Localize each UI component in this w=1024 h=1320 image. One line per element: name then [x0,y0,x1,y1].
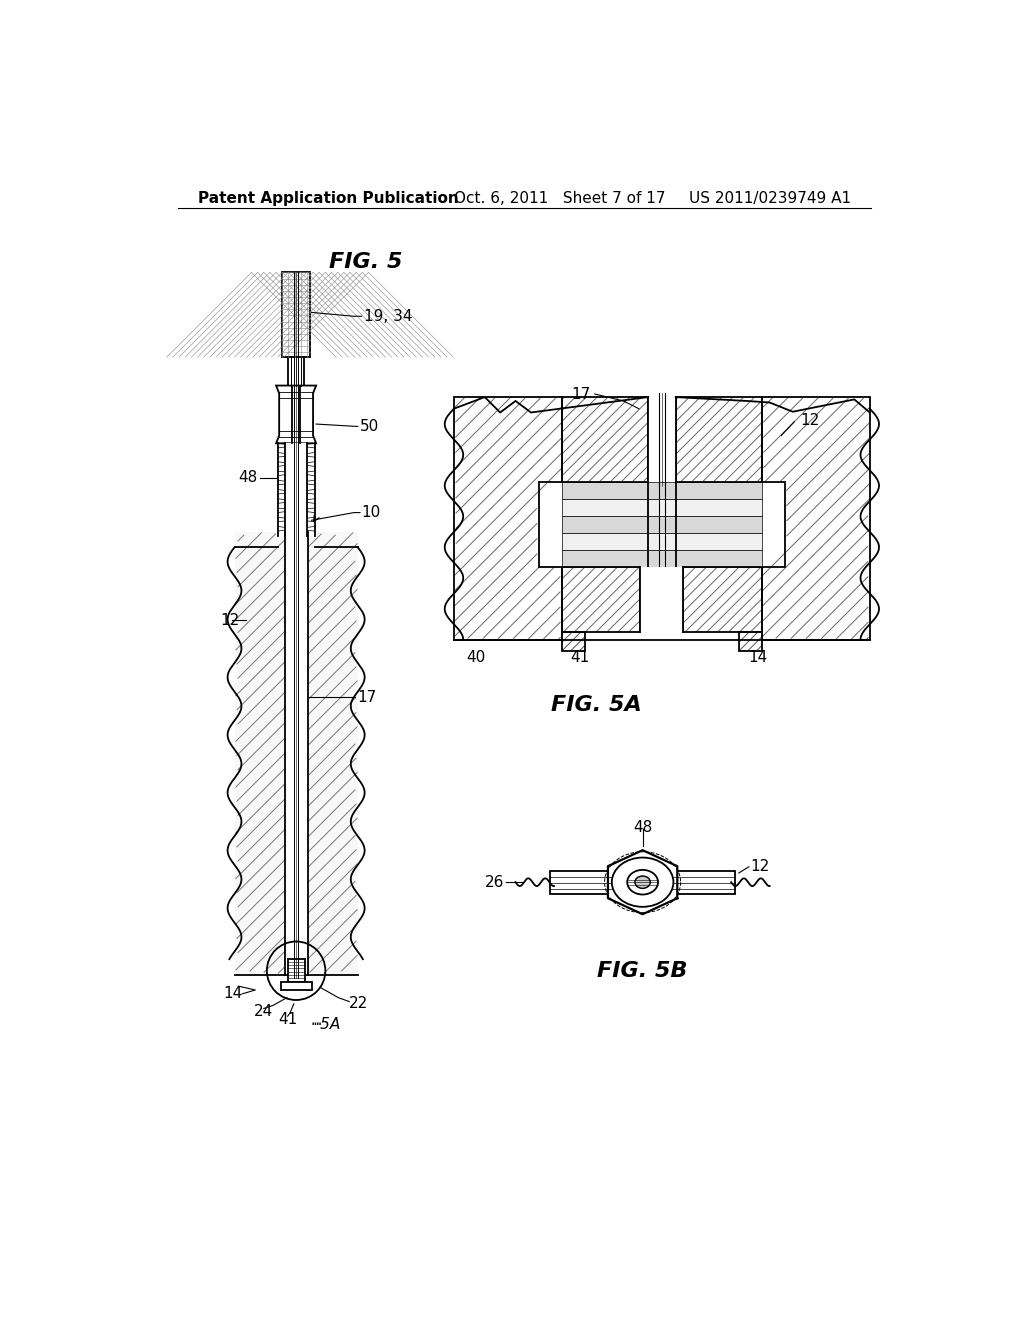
Text: 24: 24 [254,1005,273,1019]
Bar [283,272,310,358]
Polygon shape [608,850,677,915]
Bar [648,397,676,482]
Text: 22: 22 [349,997,369,1011]
Bar [562,516,762,533]
Bar [562,482,762,499]
Text: 12: 12 [751,859,770,874]
Bar [550,871,735,894]
Text: 41: 41 [570,649,590,665]
Ellipse shape [635,876,650,888]
Text: 40: 40 [466,649,485,665]
Text: 10: 10 [361,506,381,520]
Text: 50: 50 [360,418,379,434]
Text: 19, 34: 19, 34 [364,309,413,323]
Text: US 2011/0239749 A1: US 2011/0239749 A1 [689,191,851,206]
Text: 48: 48 [239,470,258,486]
Ellipse shape [611,858,674,907]
Text: 14: 14 [749,649,768,665]
Bar [234,532,357,974]
Bar [562,533,762,549]
Bar [285,532,307,974]
Bar [289,358,304,385]
Text: 12: 12 [220,612,240,628]
Text: 17: 17 [571,387,591,401]
Text: 48: 48 [633,820,652,834]
Text: 41: 41 [278,1011,297,1027]
Text: ┉5A: ┉5A [311,1018,341,1032]
Bar [562,499,762,516]
Ellipse shape [628,870,658,895]
Text: FIG. 5B: FIG. 5B [597,961,688,981]
Text: FIG. 5A: FIG. 5A [551,696,642,715]
Text: Oct. 6, 2011   Sheet 7 of 17: Oct. 6, 2011 Sheet 7 of 17 [454,191,666,206]
Polygon shape [276,385,316,444]
Text: FIG. 5: FIG. 5 [329,252,402,272]
Text: 26: 26 [484,875,504,890]
Bar [640,566,683,632]
Bar [281,982,311,990]
Text: 14: 14 [223,986,243,1002]
Text: 17: 17 [357,690,377,705]
Bar [562,389,762,640]
Bar [562,549,762,566]
Bar [288,960,304,982]
Text: Patent Application Publication: Patent Application Publication [199,191,459,206]
Bar [278,444,314,536]
Bar [286,444,307,536]
Text: 12: 12 [801,413,819,428]
